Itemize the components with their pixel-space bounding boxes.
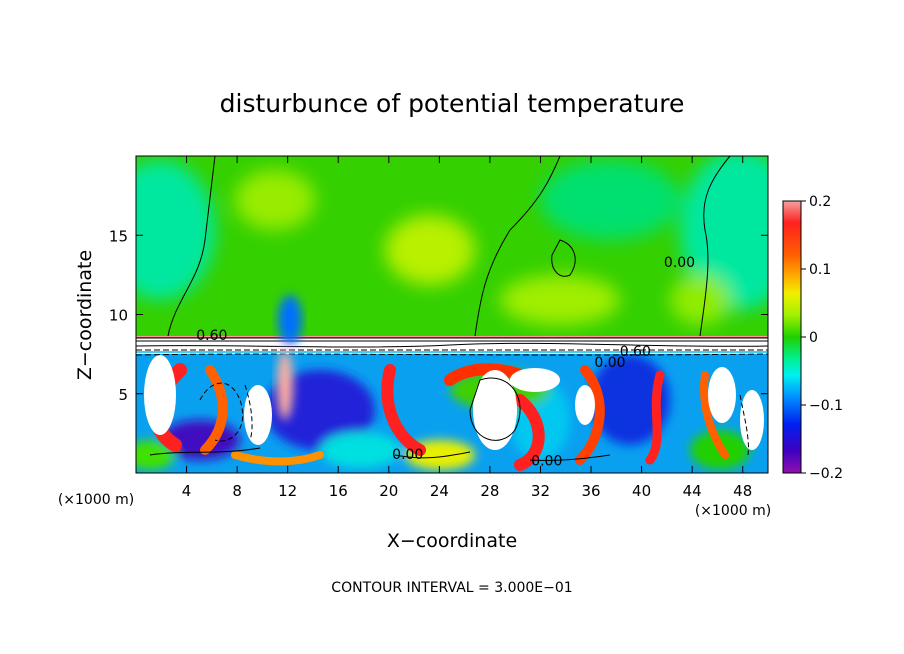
x-tick-label: 12	[278, 482, 297, 500]
contour-label: 0.00	[664, 255, 695, 271]
contour-label: 0.00	[594, 355, 625, 371]
x-axis-label: X−coordinate	[387, 530, 517, 552]
x-tick-label: 40	[632, 482, 651, 500]
y-tick-label: 10	[109, 307, 128, 325]
x-tick-label: 44	[683, 482, 702, 500]
colorbar-tick-label: −0.2	[809, 466, 843, 482]
contour-interval-note: CONTOUR INTERVAL = 3.000E−01	[331, 580, 572, 596]
y-tick-label: 5	[118, 386, 128, 404]
chart-title: disturbunce of potential temperature	[220, 89, 685, 118]
contour-labels: 0.600.000.600.000.00 0.00	[196, 255, 695, 469]
y-axis-ticks: 5 10 15	[109, 227, 768, 404]
x-axis-unit-right: (×1000 m)	[695, 503, 771, 519]
x-tick-label: 20	[379, 482, 398, 500]
x-tick-label: 48	[733, 482, 752, 500]
y-tick-label: 15	[109, 227, 128, 245]
colorbar: 0.2 0.1 0 −0.1 −0.2	[782, 194, 843, 482]
colorbar-ticks: 0.2 0.1 0 −0.1 −0.2	[801, 194, 843, 482]
x-tick-label: 8	[232, 482, 242, 500]
x-axis-unit-left: (×1000 m)	[58, 492, 134, 508]
x-tick-label: 16	[329, 482, 348, 500]
x-tick-label: 4	[182, 482, 192, 500]
colorbar-tick-label: −0.1	[809, 398, 843, 414]
x-tick-label: 36	[581, 482, 600, 500]
colorbar-tick-label: 0.2	[809, 194, 831, 210]
contour-label: 0.00	[531, 453, 562, 469]
heatmap-field	[136, 156, 768, 473]
colorbar-gradient	[782, 200, 802, 474]
x-tick-label: 24	[430, 482, 449, 500]
x-tick-label: 28	[480, 482, 499, 500]
y-axis-label: Z−coordinate	[74, 250, 96, 380]
x-axis-ticks: 4 8 12 16 20 24 28 32 36 40 44 48	[182, 156, 752, 500]
contour-label: 0.00	[392, 447, 423, 463]
x-tick-label: 32	[531, 482, 550, 500]
contour-label: 0.60	[620, 344, 651, 360]
colorbar-tick-label: 0	[809, 330, 818, 346]
contour-label: 0.60	[196, 328, 227, 344]
colorbar-tick-label: 0.1	[809, 262, 831, 278]
